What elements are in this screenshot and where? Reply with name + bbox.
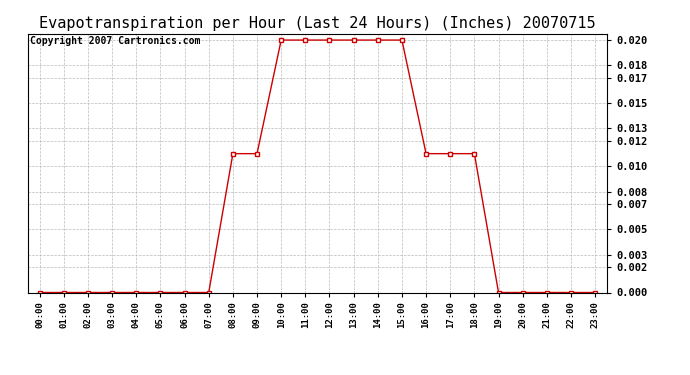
Title: Evapotranspiration per Hour (Last 24 Hours) (Inches) 20070715: Evapotranspiration per Hour (Last 24 Hou…	[39, 16, 595, 31]
Text: Copyright 2007 Cartronics.com: Copyright 2007 Cartronics.com	[30, 36, 201, 46]
